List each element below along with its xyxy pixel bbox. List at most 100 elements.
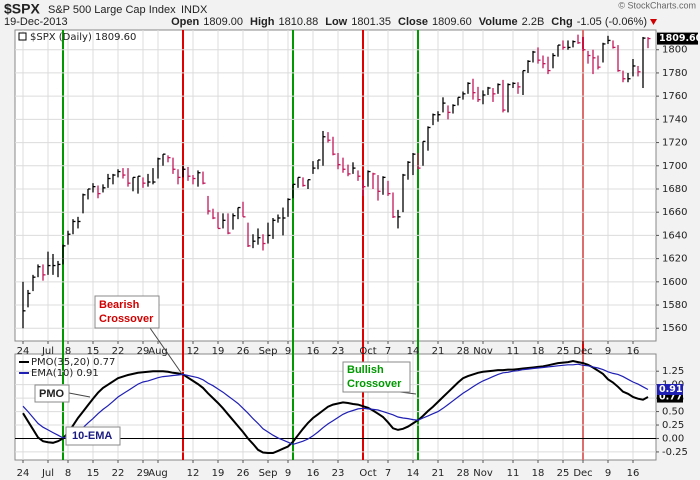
annotation-text: Bullish — [347, 364, 384, 376]
y-tick-label: 1660 — [662, 207, 687, 218]
x-tick-label: 22 — [112, 346, 125, 357]
x-tick-label: 9 — [285, 468, 291, 479]
x-tick-label: Sep — [259, 346, 278, 357]
last-value-label: 1809.60 — [659, 33, 700, 44]
y-tick-label: 1640 — [662, 230, 687, 241]
x-tick-label: 8 — [65, 346, 71, 357]
last-value-box — [657, 384, 683, 396]
x-tick-label: 11 — [507, 346, 520, 357]
x-tick-label: 29 — [137, 346, 150, 357]
x-tick-label: 16 — [627, 468, 640, 479]
x-tick-label: Aug — [148, 468, 168, 479]
x-tick-label: 25 — [557, 346, 570, 357]
annotation-text: Crossover — [99, 313, 154, 325]
y-tick-label: 0.50 — [662, 407, 684, 418]
x-tick-label: 16 — [307, 468, 320, 479]
series-line — [22, 359, 649, 454]
x-tick-label: 8 — [65, 468, 71, 479]
x-tick-label: Dec — [573, 346, 592, 357]
x-tick-label: 7 — [385, 468, 391, 479]
annotation-text: 10-EMA — [72, 430, 112, 442]
x-tick-label: 9 — [605, 346, 611, 357]
x-tick-label: Aug — [148, 346, 168, 357]
x-tick-label: Sep — [259, 468, 278, 479]
annotation-box — [342, 361, 411, 393]
x-tick-label: 7 — [385, 346, 391, 357]
legend-swatch — [18, 32, 27, 41]
annotation-text: Crossover — [347, 378, 402, 390]
quote-value: 2.2B — [522, 16, 545, 28]
x-tick-label: 29 — [137, 468, 150, 479]
x-tick-label: 23 — [332, 346, 345, 357]
y-tick-label: 1600 — [662, 277, 687, 288]
chart-subtitle: S&P 500 Large Cap Index — [48, 4, 176, 16]
bullish-annotation: Bullish Crossover — [342, 361, 417, 395]
x-tick-label: 14 — [407, 346, 420, 357]
x-tick-label: 19 — [212, 468, 225, 479]
last-value-label: 0.91 — [659, 384, 682, 395]
annotation-box — [65, 426, 121, 446]
x-tick-label: 21 — [432, 468, 445, 479]
x-tick-label: Nov — [473, 346, 493, 357]
x-tick-label: Oct — [359, 468, 376, 479]
x-tick-label: Jul — [41, 468, 54, 479]
y-tick-label: 1720 — [662, 138, 687, 149]
quote-value: 1801.35 — [351, 16, 391, 28]
x-tick-label: 11 — [507, 468, 520, 479]
legend-label: PMO(35,20) 0.77 — [31, 357, 115, 368]
x-tick-label: 23 — [332, 468, 345, 479]
pointer — [68, 392, 91, 398]
y-tick-label: 1700 — [662, 161, 687, 172]
annotation-text: Bearish — [99, 299, 140, 311]
x-tick-label: 28 — [457, 468, 470, 479]
marks — [22, 34, 651, 454]
quote-value: 1810.88 — [278, 16, 318, 28]
x-tick-label: Jul — [41, 346, 54, 357]
y-tick-label: -0.25 — [662, 447, 688, 458]
x-tick-label: 15 — [87, 346, 100, 357]
bearish-annotation: Bearish Crossover — [94, 295, 183, 375]
credit: © StockCharts.com — [618, 0, 696, 10]
y-tick-label: 0.25 — [662, 420, 684, 431]
x-tick-label: 9 — [285, 346, 291, 357]
x-tick-label: 24 — [17, 468, 30, 479]
x-tick-label: 22 — [112, 468, 125, 479]
x-tick-label: 19 — [212, 346, 225, 357]
last-value-box — [657, 391, 683, 403]
chart-title: $SPX — [4, 1, 40, 17]
quote-label: Volume — [479, 16, 518, 28]
annotation-box — [34, 384, 70, 403]
series-line — [22, 363, 649, 446]
x-tick-label: 16 — [627, 346, 640, 357]
x-tick-label: 25 — [557, 468, 570, 479]
quote-value: -1.05 (-0.06%) — [577, 16, 647, 28]
down-arrow — [650, 19, 657, 25]
quote-label: Open — [171, 16, 199, 28]
date: 19-Dec-2013 — [4, 16, 68, 28]
last-value-label: 0.77 — [659, 392, 682, 403]
y-tick-label: 1760 — [662, 91, 687, 102]
price-panel — [14, 29, 657, 342]
y-tick-label: 1620 — [662, 254, 687, 265]
x-tick-label: 18 — [532, 468, 545, 479]
y-tick-label: 1740 — [662, 114, 687, 125]
x-tick-label: 26 — [237, 346, 250, 357]
exchange: INDX — [181, 4, 208, 16]
x-tick-label: 14 — [407, 468, 420, 479]
x-tick-label: 21 — [432, 346, 445, 357]
annotation-box — [94, 295, 160, 329]
labels: 1560 1580 1600 1620 1640 1660 1680 1700 1720 1740… — [17, 32, 700, 479]
x-tick-label: 12 — [187, 468, 200, 479]
x-tick-label: 18 — [532, 346, 545, 357]
y-tick-label: 1680 — [662, 184, 687, 195]
quote-label: Low — [325, 16, 347, 28]
y-tick-label: 0.00 — [662, 433, 684, 444]
quote-label: Close — [398, 16, 428, 28]
annotation-text: PMO — [39, 388, 65, 400]
quote-value: 1809.60 — [432, 16, 472, 28]
pmo-annotation: PMO — [34, 384, 91, 403]
quote-label: Chg — [551, 16, 572, 28]
last-value-box — [657, 32, 698, 45]
x-tick-label: Nov — [473, 468, 493, 479]
